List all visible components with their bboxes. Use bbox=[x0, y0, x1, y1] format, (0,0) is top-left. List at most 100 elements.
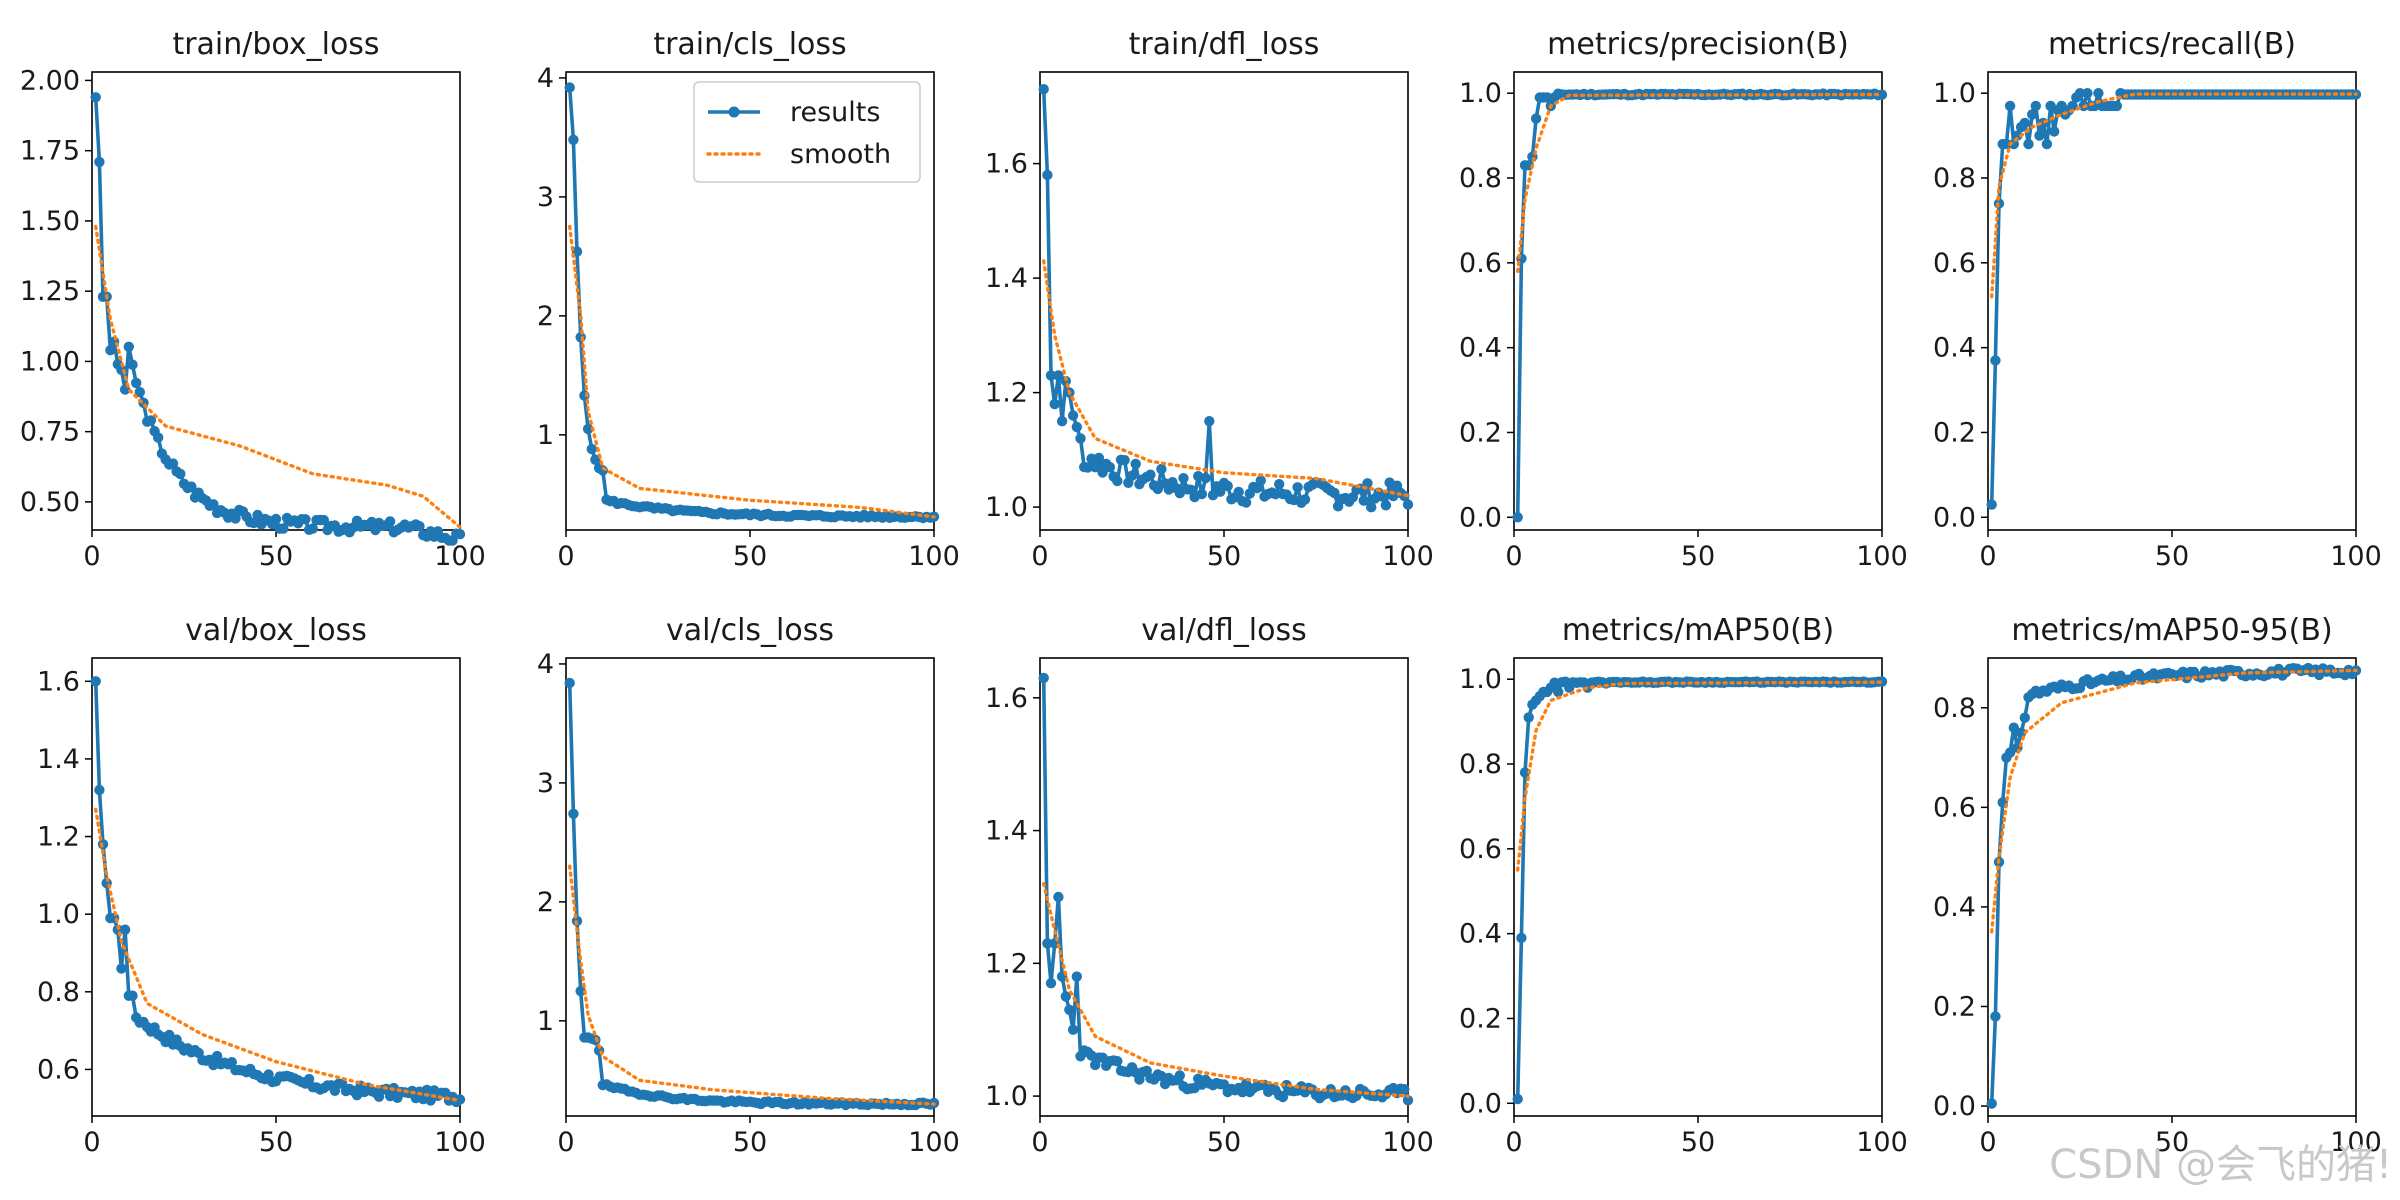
results-point bbox=[1990, 355, 2001, 366]
results-point bbox=[2034, 130, 2045, 141]
results-point bbox=[564, 82, 575, 93]
x-tick-label: 100 bbox=[434, 1127, 486, 1158]
smooth-line bbox=[568, 864, 936, 1106]
results-point bbox=[2001, 138, 2012, 150]
y-tick-label: 3 bbox=[537, 182, 554, 213]
chart-panel: train/dfl_loss 0 50 100 1.0 1.2 1.4 1.6 bbox=[985, 27, 1434, 572]
x-tick-label: 50 bbox=[259, 541, 293, 572]
y-tick-label: 1.00 bbox=[20, 346, 80, 377]
x-tick-label: 50 bbox=[2155, 1127, 2189, 1158]
results-point bbox=[1067, 410, 1079, 421]
results-line bbox=[93, 681, 461, 1104]
results-point bbox=[1523, 712, 1534, 723]
results-point bbox=[131, 377, 142, 389]
y-tick-label: 0.4 bbox=[1933, 892, 1976, 923]
results-point bbox=[1053, 891, 1064, 903]
y-tick-label: 0.8 bbox=[37, 977, 80, 1008]
results-point bbox=[384, 516, 396, 527]
results-line bbox=[93, 97, 461, 543]
y-tick-label: 1.0 bbox=[1459, 664, 1502, 695]
x-tick-label: 100 bbox=[2330, 1127, 2382, 1158]
results-point bbox=[2015, 727, 2027, 738]
smooth-line bbox=[94, 807, 462, 1103]
results-point bbox=[1178, 473, 1189, 484]
results-point bbox=[153, 432, 164, 443]
results-point bbox=[1240, 497, 1252, 508]
smooth-line bbox=[94, 224, 462, 529]
results-point bbox=[1270, 489, 1281, 500]
y-tick-label: 0.4 bbox=[1933, 333, 1976, 364]
results-point bbox=[1093, 452, 1105, 464]
axes-frame bbox=[91, 71, 461, 531]
smooth-line bbox=[1042, 882, 1410, 1098]
results-point bbox=[1377, 491, 1388, 502]
y-tick-label: 2.00 bbox=[20, 65, 80, 96]
y-tick-label: 1.0 bbox=[1933, 78, 1976, 109]
chart-panel: val/box_loss 0 50 100 0.6 0.8 1.0 1.2 1.4 1.6 bbox=[37, 613, 486, 1158]
y-tick-label: 0.8 bbox=[1459, 749, 1502, 780]
chart-title: val/dfl_loss bbox=[1141, 613, 1306, 648]
x-tick-label: 0 bbox=[83, 1127, 100, 1158]
results-point bbox=[208, 499, 219, 510]
y-tick-label: 0.6 bbox=[1459, 834, 1502, 865]
y-tick-label: 0.6 bbox=[1933, 792, 1976, 823]
results-point bbox=[270, 513, 282, 525]
y-tick-label: 2 bbox=[537, 301, 554, 332]
y-tick-label: 0.0 bbox=[1459, 1088, 1502, 1119]
results-point bbox=[1112, 1056, 1123, 1067]
x-tick-label: 0 bbox=[1031, 1127, 1048, 1158]
y-tick-label: 1 bbox=[537, 1006, 554, 1037]
results-point bbox=[1255, 475, 1267, 486]
x-tick-label: 100 bbox=[434, 541, 486, 572]
results-point bbox=[230, 513, 241, 524]
legend-results-marker bbox=[728, 106, 740, 118]
axes-frame bbox=[1987, 657, 2357, 1117]
y-tick-label: 1.6 bbox=[37, 666, 80, 697]
results-point bbox=[1516, 932, 1527, 944]
results-point bbox=[1130, 458, 1141, 470]
results-line bbox=[1989, 91, 2356, 505]
results-point bbox=[127, 990, 138, 1001]
smooth-line bbox=[1516, 680, 1884, 872]
results-point bbox=[307, 523, 318, 534]
results-point bbox=[2027, 109, 2038, 120]
results-point bbox=[175, 468, 186, 480]
y-tick-label: 3 bbox=[537, 768, 554, 799]
chart-panel: train/cls_loss 0 50 100 1 2 3 4 results smooth bbox=[537, 27, 960, 572]
chart-panel: metrics/mAP50-95(B) 0 50 100 0.0 0.2 0.4 0.6 0.8 bbox=[1933, 613, 2382, 1158]
results-point bbox=[1090, 462, 1101, 473]
legend-box bbox=[693, 81, 921, 183]
y-tick-label: 1.0 bbox=[985, 1081, 1028, 1112]
results-point bbox=[90, 676, 101, 687]
y-tick-label: 1.6 bbox=[985, 683, 1028, 714]
x-tick-label: 100 bbox=[1382, 1127, 1434, 1158]
results-point bbox=[1986, 1098, 1997, 1109]
chart-title: train/cls_loss bbox=[653, 27, 846, 62]
chart-title: train/box_loss bbox=[172, 27, 379, 62]
results-point bbox=[2019, 117, 2031, 129]
results-point bbox=[414, 521, 425, 532]
x-tick-label: 50 bbox=[259, 1127, 293, 1158]
results-point bbox=[1045, 978, 1057, 989]
results-point bbox=[2023, 138, 2034, 150]
results-point bbox=[1067, 1024, 1079, 1035]
y-tick-label: 0.75 bbox=[20, 417, 80, 448]
results-point bbox=[1237, 1087, 1248, 1098]
chart-title: val/cls_loss bbox=[666, 613, 834, 648]
results-point bbox=[1274, 479, 1285, 490]
results-point bbox=[1042, 169, 1053, 181]
legend: results smooth bbox=[693, 81, 921, 183]
results-point bbox=[1060, 991, 1072, 1002]
results-point bbox=[2004, 100, 2016, 112]
results-point bbox=[1038, 672, 1049, 684]
y-tick-label: 1.4 bbox=[985, 816, 1028, 847]
x-tick-label: 0 bbox=[1505, 1127, 1522, 1158]
results-point bbox=[1986, 499, 1997, 510]
smooth-line bbox=[568, 224, 936, 519]
results-point bbox=[1277, 1091, 1289, 1103]
results-point bbox=[226, 1057, 237, 1068]
y-tick-label: 0.2 bbox=[1933, 417, 1976, 448]
results-point bbox=[2012, 130, 2023, 141]
chart-title: metrics/mAP50(B) bbox=[1562, 613, 1834, 648]
results-point bbox=[1049, 398, 1060, 410]
